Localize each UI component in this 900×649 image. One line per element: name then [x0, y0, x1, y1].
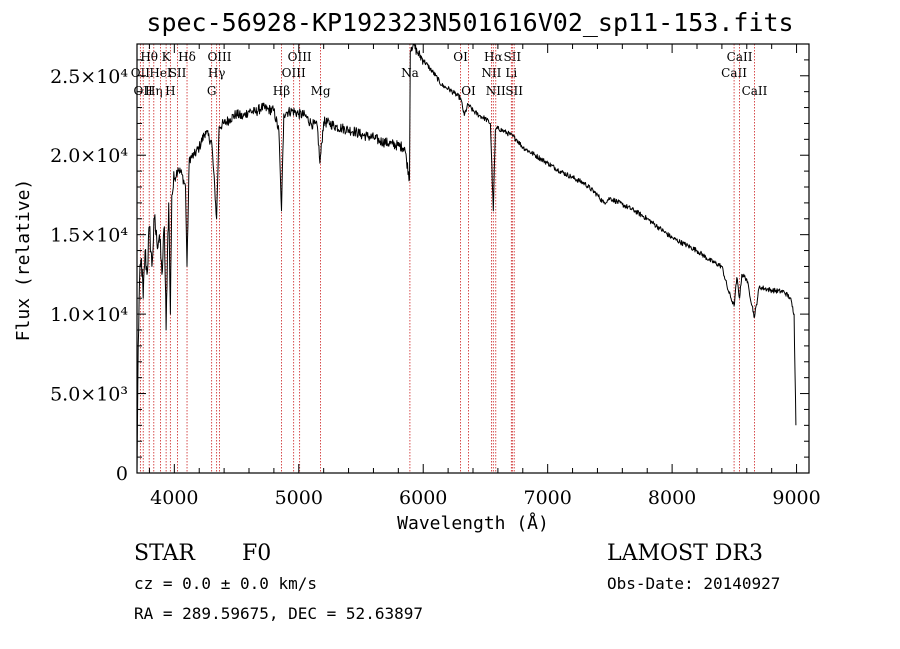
spectral-line-label: H — [165, 84, 175, 98]
chart-title: spec-56928-KP192323N501616V02_sp11-153.f… — [146, 8, 793, 37]
spectral-line-label: OIII — [207, 50, 231, 64]
survey-name: LAMOST DR3 — [607, 541, 763, 566]
spectral-line-label: NII — [481, 66, 501, 80]
spectral-line-label: OI — [453, 50, 468, 64]
spectral-line-label: CaII — [727, 50, 753, 64]
spectrum-line — [136, 43, 797, 474]
spectral-line-label: G — [207, 84, 217, 98]
spectral-line-label: Hβ — [273, 84, 290, 98]
y-axis-label: Flux (relative) — [13, 179, 34, 342]
spectral-line-label: Hη — [145, 84, 163, 98]
y-tick-label: 5.0×10³ — [50, 384, 128, 406]
redshift-info: cz = 0.0 ± 0.0 km/s — [134, 574, 317, 593]
spectral-line-label: Hθ — [140, 50, 158, 64]
y-tick-label: 2.0×10⁴ — [50, 145, 128, 167]
obs-date: Obs-Date: 20140927 — [607, 574, 780, 593]
x-tick-label: 5000 — [275, 487, 323, 509]
spectral-line-label: SII — [169, 66, 187, 80]
y-tick-label: 1.0×10⁴ — [50, 304, 128, 326]
spectral-line-label: OII — [134, 84, 154, 98]
spectral-line-label: NII — [486, 84, 506, 98]
y-axis-ticks: 0 5.0×10³ 1.0×10⁴ 1.5×10⁴ 2.0×10⁴ 2.5×10⁴ — [50, 43, 809, 485]
spectral-line-label: K — [162, 50, 172, 64]
x-axis-label: Wavelength (Å) — [397, 512, 549, 534]
x-axis-ticks: 4000 5000 6000 7000 8000 9000 — [148, 44, 821, 509]
x-tick-label: 7000 — [523, 487, 571, 509]
spectral-line-label: SII — [503, 50, 521, 64]
x-tick-label: 4000 — [150, 487, 198, 509]
spectral-line-label: SII — [505, 84, 523, 98]
spectral-line-label: OI — [461, 84, 476, 98]
object-class: STAR — [134, 541, 196, 566]
spectral-line-label: Mg — [311, 84, 331, 98]
spectral-line-label: CaII — [721, 66, 747, 80]
spectral-line-label: Hδ — [178, 50, 196, 64]
y-tick-label: 2.5×10⁴ — [50, 66, 128, 88]
spectral-line-label: Hγ — [208, 66, 226, 80]
spectrum-series — [136, 43, 797, 474]
spectral-line-label: Hα — [484, 50, 503, 64]
spectral-line-label: OII — [131, 66, 151, 80]
spectral-line-label: OIII — [288, 50, 312, 64]
x-tick-label: 8000 — [648, 487, 696, 509]
spectral-line-label: Li — [505, 66, 517, 80]
x-tick-label: 9000 — [772, 487, 820, 509]
spectral-line-label: OIII — [282, 66, 306, 80]
x-tick-label: 6000 — [399, 487, 447, 509]
y-tick-label: 0 — [116, 463, 128, 485]
spectral-line-markers: OIIOIIHθHηHeIKHSIIHδGHγOIIIHβOIIIOIIIMgN… — [131, 44, 768, 473]
object-subclass: F0 — [242, 541, 271, 566]
y-tick-label: 1.5×10⁴ — [50, 225, 128, 247]
coordinates: RA = 289.59675, DEC = 52.63897 — [134, 604, 423, 623]
spectral-line-label: CaII — [742, 84, 768, 98]
